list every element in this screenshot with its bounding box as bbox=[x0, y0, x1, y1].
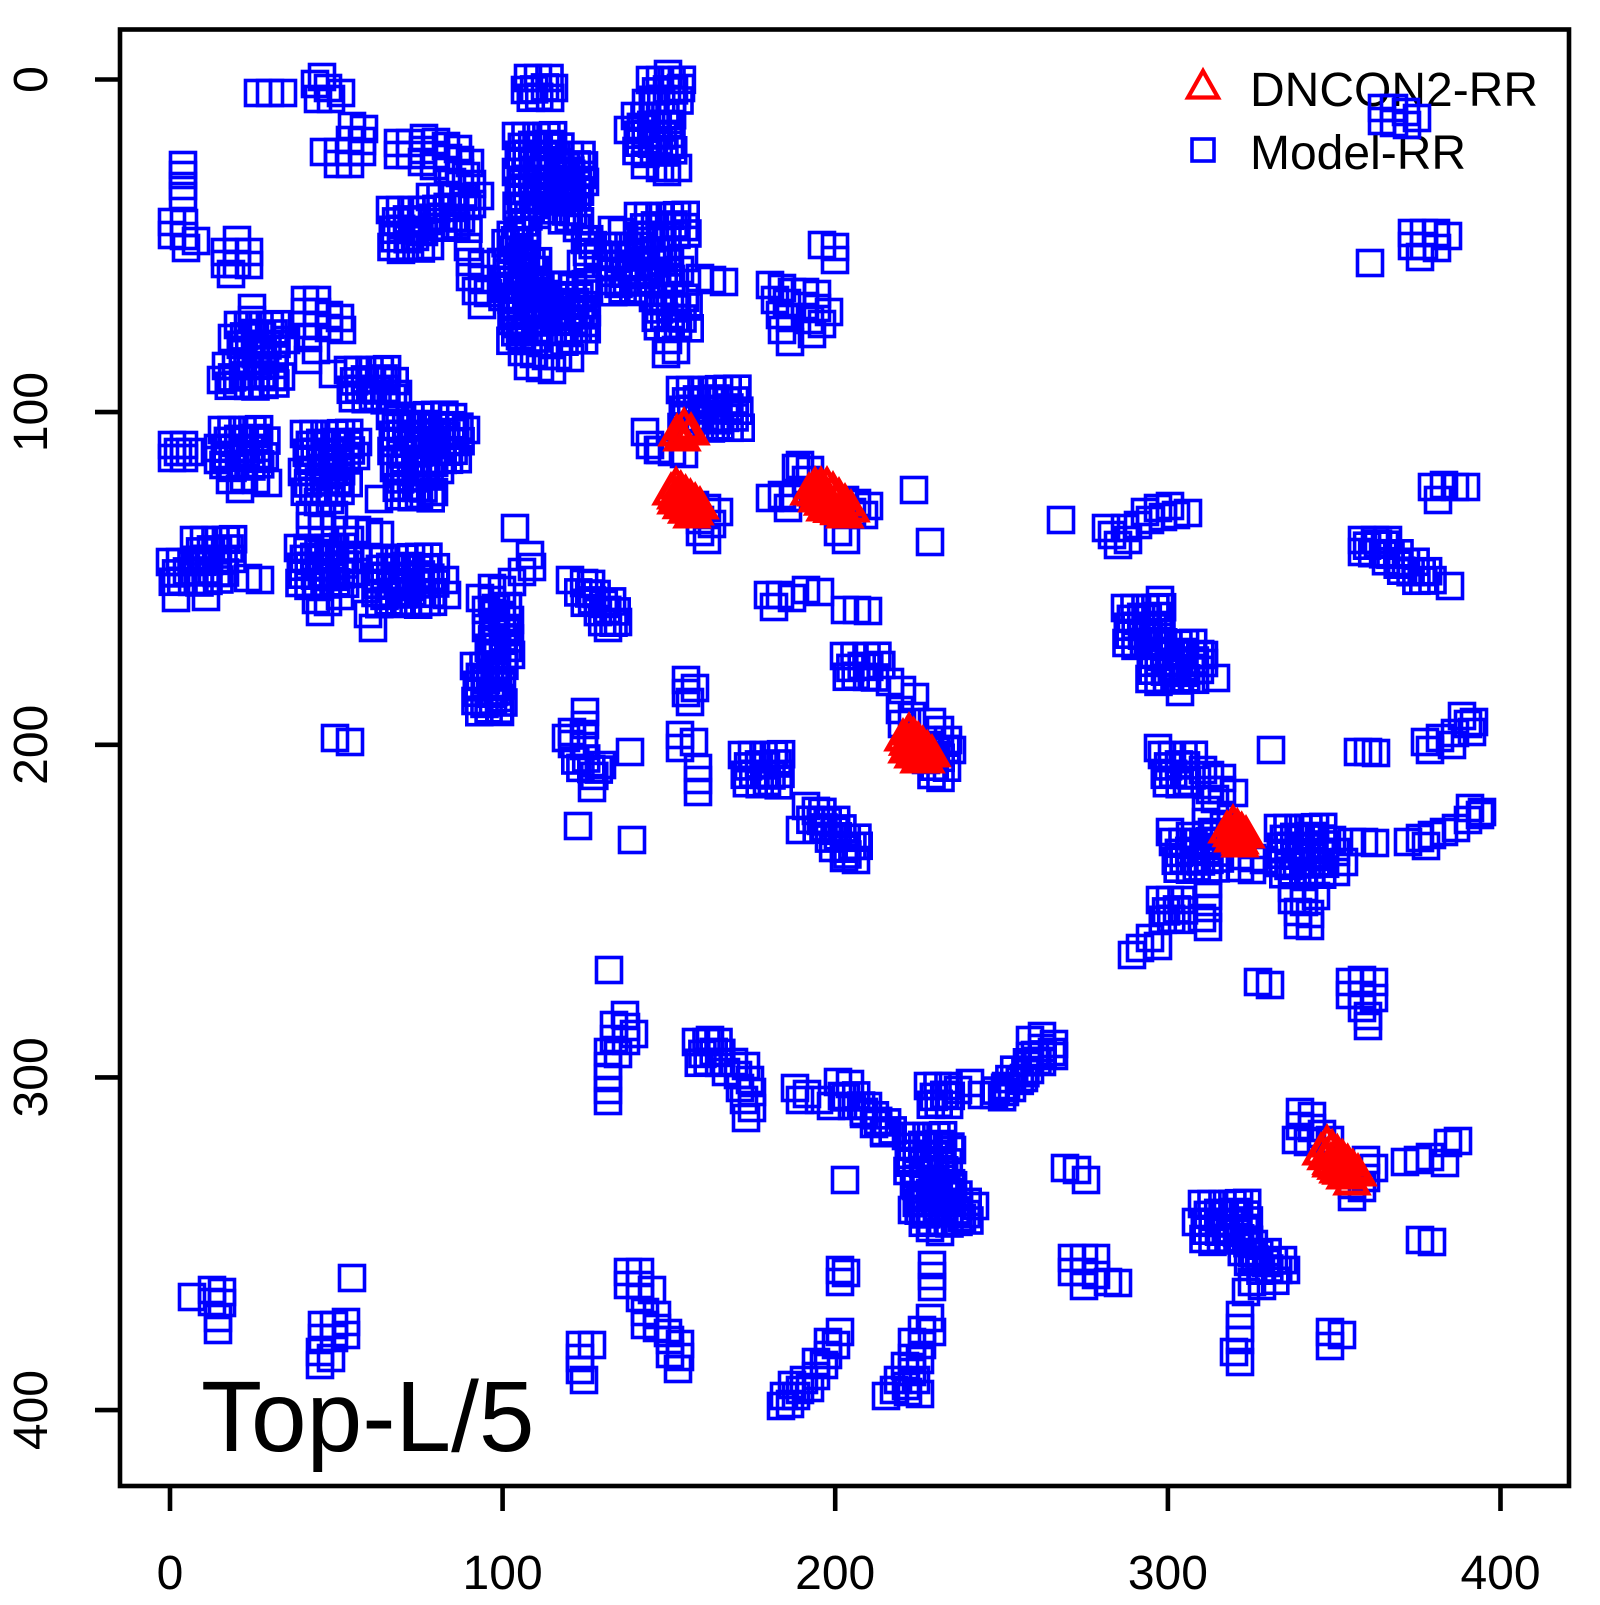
svg-text:200: 200 bbox=[5, 705, 58, 785]
svg-text:400: 400 bbox=[1460, 1547, 1540, 1600]
svg-text:400: 400 bbox=[5, 1370, 58, 1450]
svg-text:0: 0 bbox=[157, 1547, 184, 1600]
svg-text:Model-RR: Model-RR bbox=[1250, 127, 1466, 180]
svg-text:300: 300 bbox=[5, 1037, 58, 1117]
svg-text:200: 200 bbox=[795, 1547, 875, 1600]
svg-text:0: 0 bbox=[5, 66, 58, 93]
svg-text:100: 100 bbox=[463, 1547, 543, 1600]
svg-text:100: 100 bbox=[5, 372, 58, 452]
svg-text:300: 300 bbox=[1128, 1547, 1208, 1600]
svg-text:Top-L/5: Top-L/5 bbox=[201, 1361, 535, 1473]
